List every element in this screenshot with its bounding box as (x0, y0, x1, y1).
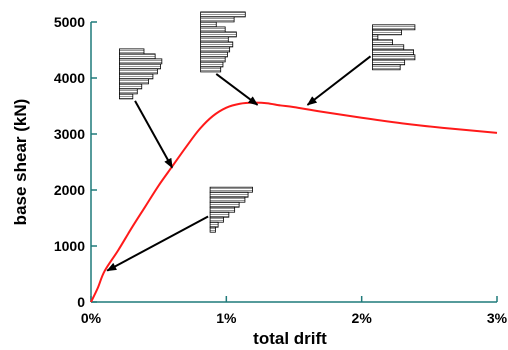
profile-bar (200, 11, 246, 18)
axes (90, 22, 497, 303)
profile-initial (106, 186, 253, 272)
profile-bar (200, 41, 234, 48)
profile-bar (209, 201, 240, 208)
y-tick-label: 2000 (54, 182, 85, 198)
profile-bar (209, 206, 236, 213)
profile-bar (119, 48, 145, 55)
tick-labels: 0 1000 2000 3000 4000 5000 0% 1% 2% 3% (54, 14, 508, 326)
profile-bar (200, 16, 235, 23)
profile-bar (119, 78, 149, 85)
series-line (90, 101, 498, 303)
profile-bar (209, 216, 224, 223)
profile-bar (119, 93, 134, 100)
profile-bar (119, 58, 163, 65)
arrow (215, 73, 259, 106)
profile-bar (200, 21, 217, 28)
profile-bar (119, 88, 138, 95)
profile-bar (372, 39, 393, 46)
x-tick-label: 3% (487, 310, 508, 326)
profile-bar (372, 54, 416, 61)
profile-bar (200, 26, 226, 33)
profile-bar (209, 186, 253, 193)
profile-bar (119, 53, 156, 60)
profile-bar (119, 83, 143, 90)
profile-bar (209, 226, 216, 233)
arrow (106, 215, 209, 272)
profile-bar (119, 73, 154, 80)
profile-bar (372, 24, 416, 31)
profile-bar (200, 36, 229, 43)
profile-bar (372, 29, 402, 36)
y-tick-label: 3000 (54, 126, 85, 142)
x-axis-title: total drift (253, 329, 327, 348)
profile-mid (119, 48, 174, 169)
profile-post-peak (306, 24, 416, 106)
profile-bar (200, 46, 231, 53)
profile-bar (200, 56, 226, 63)
profile-bar (200, 31, 237, 38)
profile-bar (200, 51, 228, 58)
profile-bar (209, 211, 230, 218)
profile-bar (372, 64, 401, 71)
arrow (306, 55, 372, 106)
profile-bar (119, 63, 161, 70)
profile-bar (119, 68, 158, 75)
profile-peak (200, 11, 259, 106)
y-tick-label: 4000 (54, 70, 85, 86)
profile-bar (209, 196, 246, 203)
profile-bar (209, 191, 249, 198)
y-tick-label: 0 (77, 294, 85, 310)
profile-bar (372, 49, 414, 56)
profile-bar (200, 66, 222, 73)
y-tick-label: 1000 (54, 238, 85, 254)
profile-bar (209, 221, 219, 228)
annotations (106, 11, 416, 272)
profile-bar (372, 59, 406, 66)
profile-bar (372, 34, 379, 41)
y-tick-label: 5000 (54, 14, 85, 30)
series (90, 101, 498, 303)
profile-bar (372, 44, 405, 51)
x-tick-label: 0% (81, 310, 102, 326)
x-tick-label: 1% (216, 310, 237, 326)
y-axis-title: base shear (kN) (11, 99, 30, 226)
arrow (134, 100, 174, 169)
profile-bar (200, 61, 224, 68)
x-tick-label: 2% (352, 310, 373, 326)
